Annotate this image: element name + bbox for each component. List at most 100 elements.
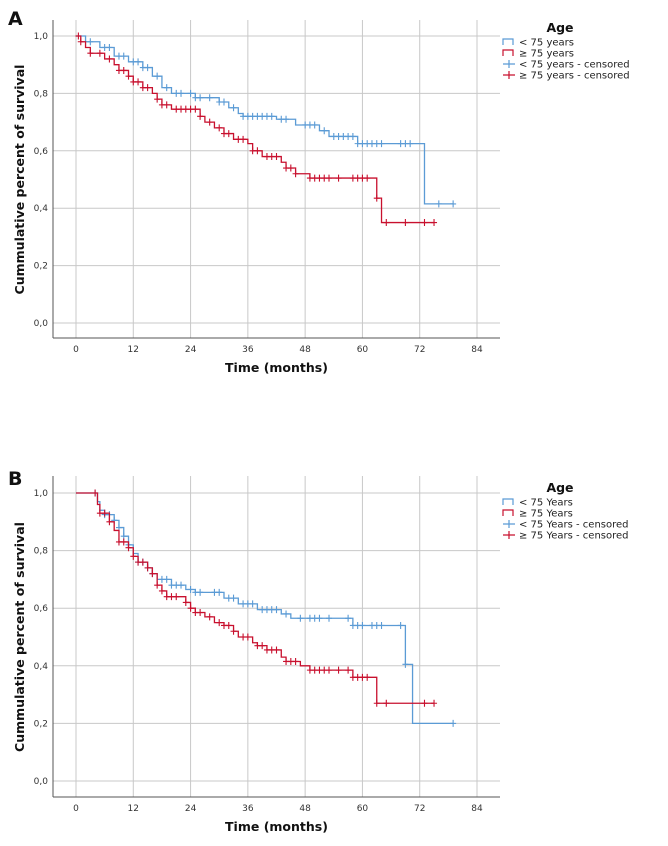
censored-mark bbox=[421, 219, 428, 227]
legend-item-label: ≥ 75 Years - censored bbox=[519, 531, 629, 542]
survival-curve-under-75 bbox=[76, 35, 454, 205]
legend-item-label: ≥ 75 years bbox=[519, 49, 574, 60]
censored-mark bbox=[206, 118, 213, 126]
x-tick-label: 0 bbox=[73, 345, 79, 355]
censored-mark bbox=[197, 94, 204, 102]
censored-mark bbox=[144, 64, 151, 72]
censored-mark bbox=[216, 588, 223, 596]
x-tick-label: 24 bbox=[185, 345, 197, 355]
censored-mark bbox=[283, 115, 290, 123]
y-tick-label: 0,4 bbox=[34, 662, 49, 672]
censored-mark bbox=[254, 147, 261, 155]
survival-curve-over-75 bbox=[76, 35, 435, 224]
censored-mark bbox=[287, 164, 294, 172]
censored-mark bbox=[345, 666, 352, 674]
censored-mark bbox=[335, 174, 342, 182]
censored-mark bbox=[77, 38, 84, 46]
censored-mark bbox=[135, 78, 142, 86]
censored-mark bbox=[106, 55, 113, 63]
censored-mark bbox=[311, 121, 318, 129]
censored-mark bbox=[326, 614, 333, 622]
x-tick-label: 36 bbox=[242, 804, 254, 814]
censored-mark bbox=[378, 621, 385, 629]
censored-mark bbox=[75, 32, 82, 40]
censored-mark bbox=[125, 544, 132, 552]
y-tick-label: 0,6 bbox=[34, 147, 49, 157]
x-tick-label: 60 bbox=[357, 345, 369, 355]
survival-curve-over-75 bbox=[76, 492, 435, 704]
censored-mark bbox=[373, 699, 380, 707]
censored-mark bbox=[407, 140, 414, 148]
censored-mark bbox=[273, 606, 280, 614]
censored-mark bbox=[316, 614, 323, 622]
y-axis-title: Cummulative percent of survival bbox=[12, 65, 27, 295]
censored-mark bbox=[106, 43, 113, 51]
censored-mark bbox=[87, 38, 94, 46]
censored-mark bbox=[197, 588, 204, 596]
legend-item-label: ≥ 75 years - censored bbox=[519, 71, 630, 82]
censored-mark bbox=[149, 570, 156, 578]
censored-mark bbox=[297, 614, 304, 622]
censored-mark bbox=[163, 575, 170, 583]
censored-mark bbox=[244, 633, 251, 641]
legend-censor-swatch bbox=[503, 520, 515, 528]
legend-item-label: < 75 years bbox=[519, 38, 574, 49]
x-tick-label: 12 bbox=[128, 345, 139, 355]
legend-line-swatch bbox=[502, 38, 514, 45]
x-axis-title: Time (months) bbox=[225, 819, 328, 834]
y-tick-label: 0,8 bbox=[34, 547, 49, 557]
censored-mark bbox=[96, 49, 103, 57]
censored-mark bbox=[130, 552, 137, 560]
legend-censor-swatch bbox=[503, 71, 515, 79]
censored-mark bbox=[240, 135, 247, 143]
censored-mark bbox=[178, 581, 185, 589]
x-tick-label: 24 bbox=[185, 804, 197, 814]
legend-line-swatch bbox=[502, 498, 514, 505]
censored-mark bbox=[326, 666, 333, 674]
censored-mark bbox=[87, 49, 94, 57]
censored-mark bbox=[135, 58, 142, 66]
censored-mark bbox=[197, 112, 204, 120]
censored-mark bbox=[120, 52, 127, 60]
censored-mark bbox=[154, 581, 161, 589]
censored-mark bbox=[364, 174, 371, 182]
censored-mark bbox=[206, 613, 213, 621]
y-tick-label: 0,4 bbox=[34, 204, 49, 214]
censored-mark bbox=[450, 719, 457, 727]
censored-mark bbox=[397, 621, 404, 629]
censored-mark bbox=[158, 587, 165, 595]
censored-mark bbox=[421, 699, 428, 707]
censored-mark bbox=[182, 598, 189, 606]
censored-mark bbox=[373, 194, 380, 202]
censored-mark bbox=[173, 593, 180, 601]
x-tick-label: 84 bbox=[471, 804, 483, 814]
legend: Age < 75 Years≥ 75 Years< 75 Years - cens… bbox=[502, 480, 629, 542]
censored-mark bbox=[378, 140, 385, 148]
censored-mark bbox=[216, 124, 223, 132]
x-tick-label: 36 bbox=[242, 345, 254, 355]
censored-mark bbox=[431, 699, 438, 707]
x-tick-label: 0 bbox=[73, 804, 79, 814]
censored-mark bbox=[120, 66, 127, 74]
y-tick-label: 0,2 bbox=[34, 719, 48, 729]
y-axis-title: Cummulative percent of survival bbox=[12, 522, 27, 752]
y-tick-label: 0,0 bbox=[34, 319, 49, 329]
censored-mark bbox=[268, 112, 275, 120]
censored-mark bbox=[187, 604, 194, 612]
y-tick-label: 0,0 bbox=[34, 777, 49, 787]
chart-panel-a: A 0 12 24 36 48 60 72 84 0,0 0,2 0,4 0,6 0,8 1,0 Time (… bbox=[8, 8, 630, 375]
y-tick-label: 0,8 bbox=[34, 89, 49, 99]
censored-mark bbox=[163, 101, 170, 109]
legend-title: Age bbox=[546, 480, 573, 495]
x-tick-label: 48 bbox=[299, 345, 311, 355]
censored-mark bbox=[106, 518, 113, 526]
censored-mark bbox=[206, 94, 213, 102]
legend-censor-swatch bbox=[503, 531, 515, 539]
censored-mark bbox=[402, 219, 409, 227]
censored-mark bbox=[450, 200, 457, 208]
censored-mark bbox=[101, 509, 108, 517]
censored-mark bbox=[292, 170, 299, 178]
legend-line-swatch bbox=[502, 509, 514, 516]
panel-label: B bbox=[8, 468, 22, 490]
